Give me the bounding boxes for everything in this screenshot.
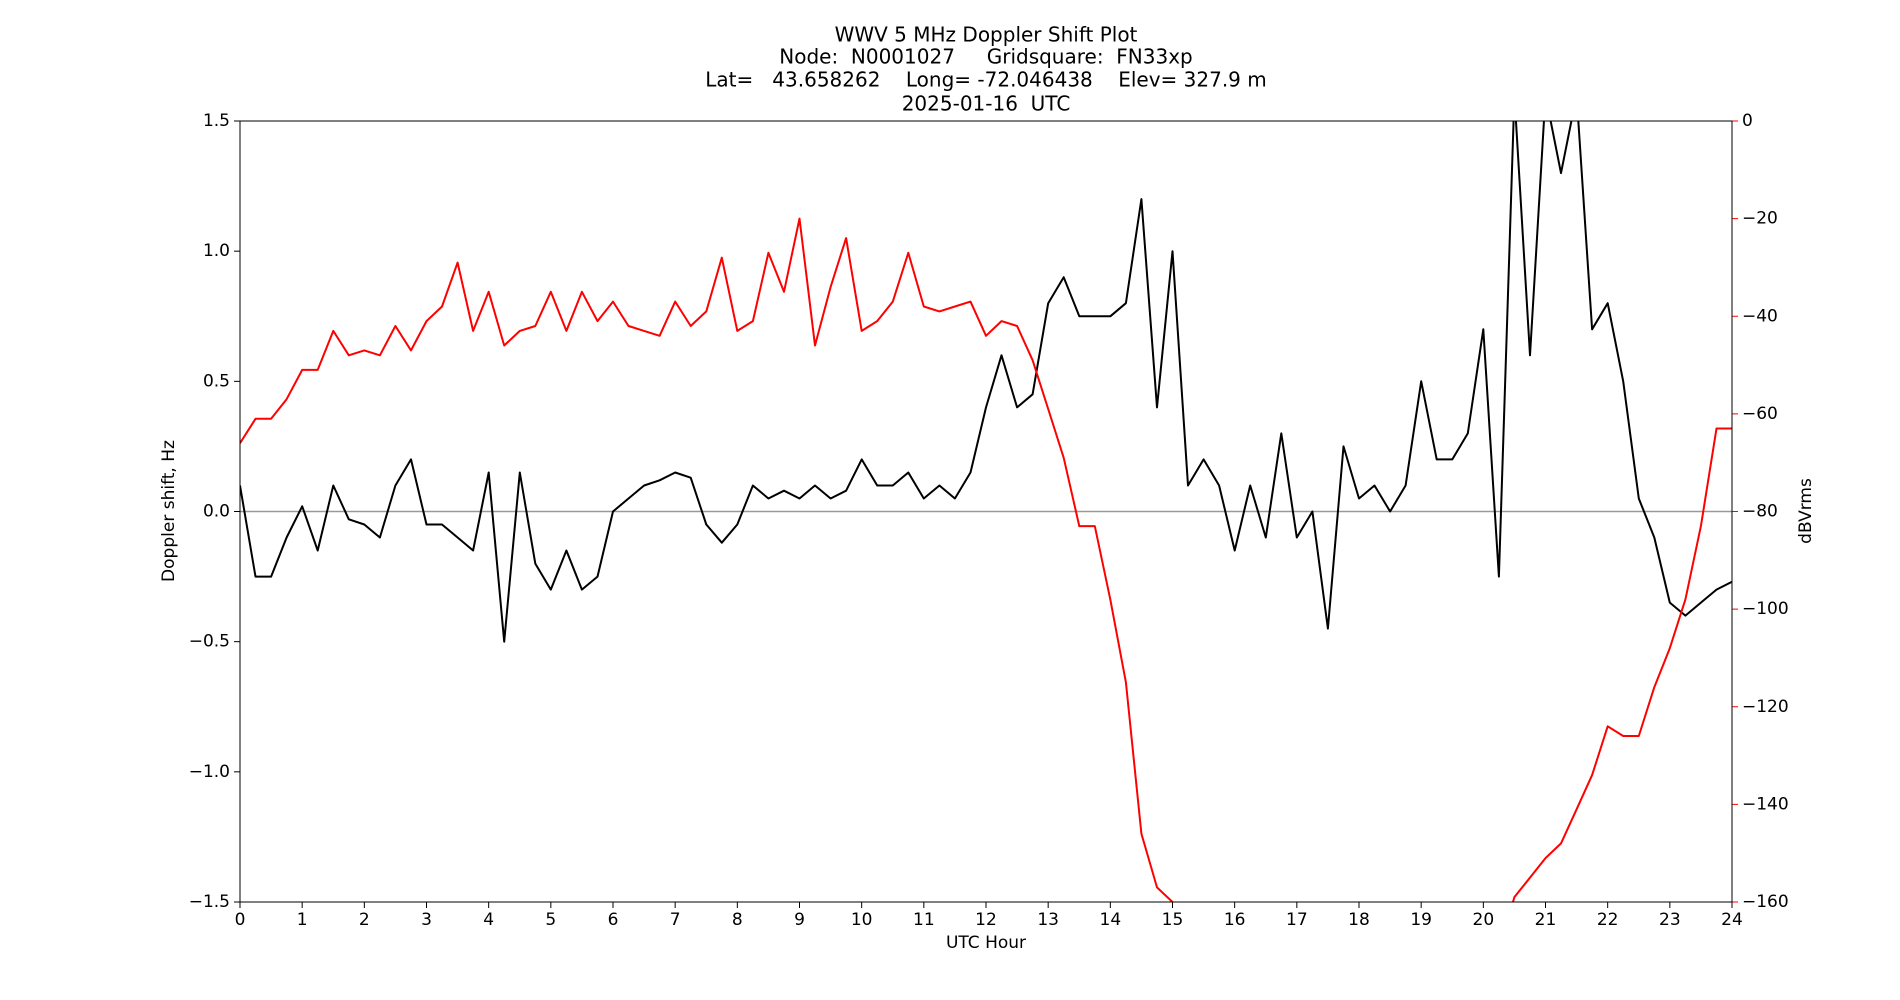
x-tick-label: 24 xyxy=(1721,910,1743,930)
x-tick-label: 16 xyxy=(1224,910,1246,930)
y-tick-label: 1.0 xyxy=(203,241,230,261)
y2-tick-label: −160 xyxy=(1742,892,1789,912)
x-tick-label: 22 xyxy=(1597,910,1619,930)
x-tick-label: 10 xyxy=(851,910,873,930)
x-tick-label: 8 xyxy=(732,910,743,930)
x-tick-label: 14 xyxy=(1100,910,1122,930)
x-tick-label: 3 xyxy=(421,910,432,930)
plot-frame xyxy=(239,120,1733,903)
y2-tick-label: −20 xyxy=(1742,209,1778,229)
y2-tick-label: −80 xyxy=(1742,502,1778,522)
y-tick-label: −0.5 xyxy=(189,632,230,652)
y2-tick-label: 0 xyxy=(1742,111,1753,131)
x-tick-label: 7 xyxy=(670,910,681,930)
y2-axis-label: dBVrms xyxy=(1796,478,1816,544)
y2-tick-label: −40 xyxy=(1742,306,1778,326)
x-tick-label: 20 xyxy=(1473,910,1495,930)
plot-area xyxy=(240,121,1732,902)
x-tick-label: 13 xyxy=(1037,910,1059,930)
x-tick-label: 1 xyxy=(297,910,308,930)
x-tick-label: 17 xyxy=(1286,910,1308,930)
y-tick-label: 0.0 xyxy=(203,502,230,522)
x-tick-label: 5 xyxy=(545,910,556,930)
y-tick-label: 0.5 xyxy=(203,371,230,391)
y2-tick-label: −120 xyxy=(1742,697,1789,717)
x-tick-label: 18 xyxy=(1348,910,1370,930)
y2-tick-label: −140 xyxy=(1742,794,1789,814)
chart-subtitle: 2025-01-16 UTC xyxy=(902,92,1071,116)
x-tick-label: 9 xyxy=(794,910,805,930)
y-tick-label: 1.5 xyxy=(203,111,230,131)
x-tick-label: 15 xyxy=(1162,910,1184,930)
x-tick-label: 19 xyxy=(1410,910,1432,930)
y2-tick-label: −100 xyxy=(1742,599,1789,619)
series-line xyxy=(240,121,1732,643)
y2-tick-label: −60 xyxy=(1742,404,1778,424)
x-tick-label: 23 xyxy=(1659,910,1681,930)
y-axis-label: Doppler shift, Hz xyxy=(159,440,179,582)
chart-subtitle: Lat= 43.658262 Long= -72.046438 Elev= 32… xyxy=(705,68,1267,92)
y-tick-label: −1.5 xyxy=(189,892,230,912)
y-tick-label: −1.0 xyxy=(189,762,230,782)
x-tick-label: 2 xyxy=(359,910,370,930)
x-tick-label: 4 xyxy=(483,910,494,930)
chart-subtitle: Node: N0001027 Gridsquare: FN33xp xyxy=(779,45,1192,69)
x-tick-label: 11 xyxy=(913,910,935,930)
chart-title: WWV 5 MHz Doppler Shift Plot xyxy=(835,23,1138,47)
x-tick-label: 21 xyxy=(1535,910,1557,930)
x-axis-label: UTC Hour xyxy=(946,933,1026,953)
x-tick-label: 0 xyxy=(235,910,246,930)
series-line xyxy=(240,217,1732,902)
x-tick-label: 6 xyxy=(608,910,619,930)
x-tick-label: 12 xyxy=(975,910,997,930)
